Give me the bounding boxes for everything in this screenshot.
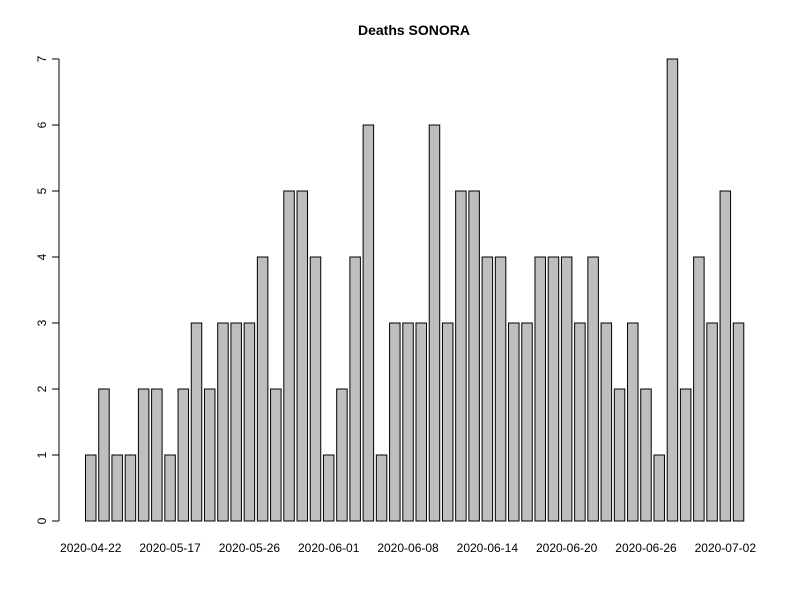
bar bbox=[600, 322, 613, 522]
y-tick-label: 3 bbox=[35, 319, 49, 326]
x-tick-label: 2020-06-14 bbox=[457, 541, 519, 555]
x-axis-labels: 2020-04-22 2020-05-17 2020-05-26 2020-06-01… bbox=[60, 541, 756, 555]
bar bbox=[666, 58, 679, 522]
bar bbox=[508, 322, 520, 522]
bar bbox=[494, 256, 507, 522]
x-tick-label: 2020-07-02 bbox=[695, 541, 757, 555]
bar bbox=[256, 256, 269, 522]
bar bbox=[613, 388, 626, 522]
bar bbox=[177, 388, 190, 522]
bar bbox=[719, 190, 732, 522]
y-tick-label: 0 bbox=[35, 517, 49, 524]
x-tick-label: 2020-06-01 bbox=[298, 541, 360, 555]
bar bbox=[375, 454, 388, 522]
bar bbox=[389, 322, 401, 522]
bar bbox=[203, 388, 216, 522]
x-tick-label: 2020-06-08 bbox=[377, 541, 439, 555]
bar bbox=[190, 322, 203, 522]
bar bbox=[322, 454, 335, 522]
bar bbox=[309, 256, 322, 522]
bar bbox=[415, 322, 427, 522]
y-axis: 0 1 2 3 4 5 6 7 bbox=[35, 55, 60, 524]
bar bbox=[693, 256, 705, 522]
y-tick-label: 5 bbox=[35, 187, 49, 194]
bar bbox=[164, 454, 176, 522]
bar bbox=[560, 256, 573, 522]
bar bbox=[653, 454, 665, 522]
bar bbox=[243, 322, 256, 522]
bar bbox=[217, 322, 229, 522]
bar bbox=[98, 388, 110, 522]
bar bbox=[151, 388, 163, 522]
x-tick-label: 2020-06-26 bbox=[615, 541, 677, 555]
bar bbox=[124, 454, 137, 522]
x-tick-label: 2020-05-17 bbox=[139, 541, 201, 555]
x-tick-label: 2020-05-26 bbox=[219, 541, 281, 555]
bar bbox=[640, 388, 652, 522]
bar bbox=[111, 454, 123, 522]
chart-title: Deaths SONORA bbox=[358, 22, 470, 38]
bar bbox=[230, 322, 242, 522]
bar bbox=[468, 190, 480, 522]
bar bbox=[547, 256, 560, 522]
bar bbox=[534, 256, 546, 522]
bar bbox=[296, 190, 309, 522]
bar bbox=[587, 256, 599, 522]
bars-group bbox=[85, 58, 745, 522]
bar bbox=[441, 322, 454, 522]
bar bbox=[428, 124, 441, 522]
y-tick-label: 2 bbox=[35, 385, 49, 392]
bar bbox=[732, 322, 745, 522]
y-tick-label: 6 bbox=[35, 121, 49, 128]
x-tick-label: 2020-04-22 bbox=[60, 541, 122, 555]
x-tick-label: 2020-06-20 bbox=[536, 541, 598, 555]
bar bbox=[574, 322, 586, 522]
bar bbox=[85, 454, 97, 522]
bar bbox=[336, 388, 348, 522]
y-tick-label: 4 bbox=[35, 253, 49, 260]
bar bbox=[481, 256, 494, 522]
bar bbox=[270, 388, 282, 522]
bar bbox=[283, 190, 295, 522]
bar bbox=[679, 388, 692, 522]
bar bbox=[455, 190, 467, 522]
bar bbox=[402, 322, 414, 522]
bar bbox=[137, 388, 150, 522]
bar bbox=[349, 256, 361, 522]
bar bbox=[627, 322, 639, 522]
bar bbox=[362, 124, 375, 522]
bar bbox=[521, 322, 533, 522]
bar bbox=[706, 322, 718, 522]
y-tick-label: 7 bbox=[35, 55, 49, 62]
y-tick-label: 1 bbox=[35, 451, 49, 458]
